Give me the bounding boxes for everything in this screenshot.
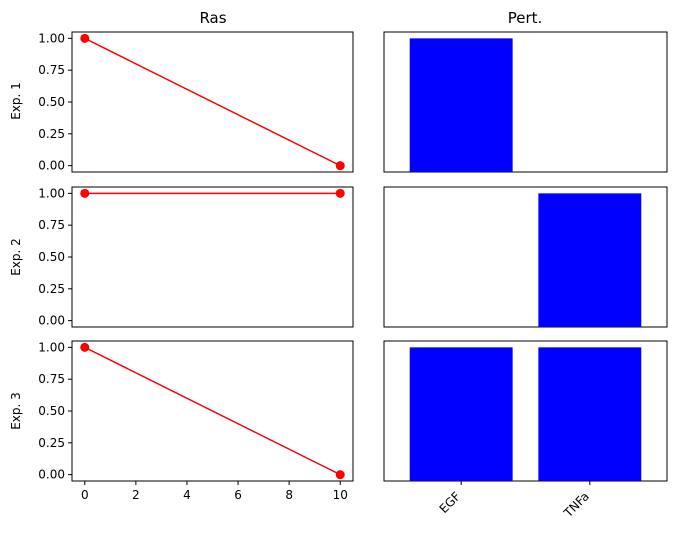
row-label-exp-2: Exp. 2 bbox=[9, 238, 23, 276]
column-title-pert: Pert. bbox=[508, 9, 543, 27]
bar-tnfa bbox=[538, 347, 642, 481]
y-tick-label: 0.25 bbox=[38, 282, 65, 296]
y-tick-label: 0.25 bbox=[38, 436, 65, 450]
line-panel-frame-2 bbox=[71, 186, 354, 328]
y-tick-label: 0.50 bbox=[38, 250, 65, 264]
x-tick-label: 8 bbox=[285, 488, 293, 502]
data-point bbox=[335, 188, 345, 198]
x-tick-label: 0 bbox=[81, 488, 89, 502]
y-tick-label: 0.00 bbox=[38, 314, 65, 328]
category-label: EGF bbox=[437, 489, 464, 516]
x-tick-label: 2 bbox=[132, 488, 140, 502]
data-point bbox=[335, 470, 345, 480]
y-tick-label: 1.00 bbox=[38, 340, 65, 354]
y-tick-label: 0.00 bbox=[38, 159, 65, 173]
x-tick-label: 6 bbox=[234, 488, 242, 502]
y-tick-label: 0.75 bbox=[38, 63, 65, 77]
bar-egf bbox=[409, 347, 513, 481]
category-label: TNFa bbox=[560, 489, 591, 520]
x-tick-label: 10 bbox=[333, 488, 348, 502]
series-line bbox=[84, 346, 341, 476]
y-tick-label: 0.75 bbox=[38, 218, 65, 232]
y-tick-label: 0.50 bbox=[38, 404, 65, 418]
data-point bbox=[80, 188, 90, 198]
data-point bbox=[80, 33, 90, 43]
bar-tnfa bbox=[538, 193, 642, 327]
y-tick-label: 0.00 bbox=[38, 468, 65, 482]
y-tick-label: 0.75 bbox=[38, 372, 65, 386]
row-label-exp-3: Exp. 3 bbox=[9, 392, 23, 430]
panels: 0.00 0.25 0.50 0.75 1.00 0.00 0.25 0.50 0.75 1.00… bbox=[38, 31, 668, 521]
bar-egf bbox=[409, 38, 513, 173]
column-title-ras: Ras bbox=[199, 9, 226, 27]
data-point bbox=[80, 342, 90, 352]
y-tick-label: 1.00 bbox=[38, 186, 65, 200]
x-tick-label: 4 bbox=[183, 488, 191, 502]
data-point bbox=[335, 161, 345, 171]
y-tick-label: 0.50 bbox=[38, 95, 65, 109]
series-line bbox=[84, 37, 341, 167]
y-tick-label: 0.25 bbox=[38, 127, 65, 141]
y-tick-label: 1.00 bbox=[38, 31, 65, 45]
row-label-exp-1: Exp. 1 bbox=[9, 82, 23, 120]
